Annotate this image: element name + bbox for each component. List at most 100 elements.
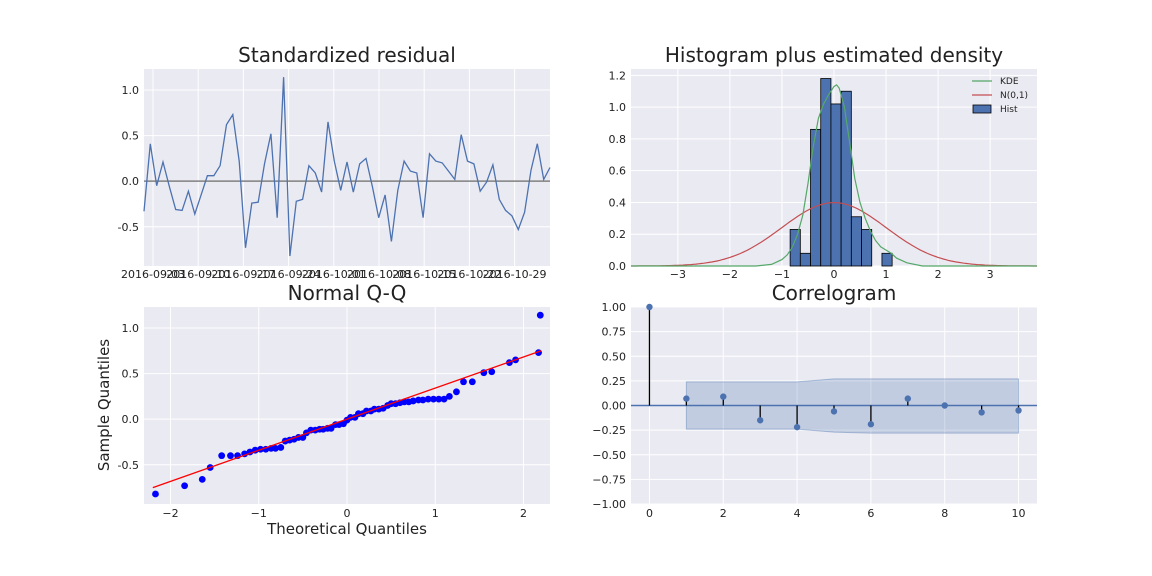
y-tick-label: 1.0 [609,101,627,114]
histogram-panel: Histogram plus estimated density −3 −2 −1 0… [609,43,1037,281]
x-tick-label: −3 [670,268,686,281]
y-tick-label: 1.00 [602,301,627,314]
standardized-residual-panel: Standardized residual 2016-09-032016-09-… [118,43,551,281]
y-tick-label: −0.75 [592,473,626,486]
legend-label-kde: KDE [1000,77,1019,87]
qq-point [468,378,476,386]
x-tick-label: −2 [162,507,178,520]
qq-point [430,395,437,403]
x-tick-label: 2016-09-10 [166,268,230,281]
qq-point [460,378,467,386]
x-tick-label: −2 [722,268,738,281]
y-tick-label: 0.5 [122,130,140,143]
x-tick-label: 2016-09-24 [257,268,321,281]
qq-point [419,396,427,404]
chart-title: Correlogram [772,281,897,305]
x-tick-label: 2016-09-03 [121,268,185,281]
y-tick-label: 0.5 [122,368,140,381]
x-tick-label: 2016-10-29 [483,268,547,281]
x-tick-label: 0 [344,507,351,520]
acf-marker [941,402,948,409]
y-tick-label: −0.50 [592,449,626,462]
qq-point [409,397,417,405]
y-tick-label: 0.0 [609,260,627,273]
qq-point [152,490,159,498]
x-tick-label: 10 [1012,507,1026,520]
qq-point [453,388,460,396]
x-tick-label: −1 [251,507,267,520]
y-tick-label: -0.5 [118,459,139,472]
y-tick-label: 1.2 [609,69,627,82]
y-axis-label: Sample Quantiles [95,339,113,471]
y-tick-label: 0.50 [602,350,627,363]
x-tick-label: 2016-09-17 [211,268,275,281]
histogram-bar [830,103,842,267]
qq-point [424,395,432,403]
x-tick-label: 1 [432,507,439,520]
y-tick-label: 0.4 [609,196,627,209]
y-tick-label: 0.75 [602,326,627,339]
acf-marker [793,423,801,431]
chart-title: Normal Q-Q [288,281,407,305]
residual-series-line [143,77,551,257]
y-tick-label: 0.00 [602,400,627,413]
x-tick-label: 4 [794,507,801,520]
qq-point [181,482,189,490]
qq-point [198,475,206,483]
y-tick-label: 0.0 [122,413,140,426]
y-tick-label: -0.5 [118,221,139,234]
x-tick-label: 8 [941,507,948,520]
x-tick-label: 2016-10-08 [347,268,411,281]
y-tick-label: −0.25 [592,424,626,437]
x-axis-label: Theoretical Quantiles [266,520,427,538]
histogram-bar [861,229,873,267]
chart-title: Histogram plus estimated density [665,43,1003,67]
histogram-bar [881,252,893,267]
histogram-bar [799,252,811,267]
x-tick-label: 2016-10-22 [437,268,501,281]
acf-marker [1015,407,1022,414]
qq-point [227,452,234,460]
kde-line [631,84,1037,267]
y-tick-label: 0.2 [609,228,627,241]
y-tick-label: 0.8 [609,133,627,146]
normal-qq-panel: Normal Q-Q −2 −1 0 1 2 -0.5 0.0 0.5 1.0 Theoreti… [95,281,550,538]
histogram-bar [789,229,801,267]
histogram-bar [810,128,822,267]
x-tick-label: 3 [987,268,994,281]
correlogram-panel: Correlogram 0 2 4 6 8 10 −1.00 −0.75 −0.50 −0.25 0… [592,281,1037,520]
y-tick-label: 1.0 [122,322,140,335]
x-tick-label: 2 [720,507,727,520]
legend-label-normal: N(0,1) [1000,91,1028,101]
y-tick-label: 0.6 [609,165,627,178]
qq-point [536,311,544,319]
qq-point [218,452,226,460]
x-tick-label: 2 [935,268,942,281]
plot-background [144,69,550,266]
qq-point [445,392,453,400]
legend-label-hist: Hist [1000,105,1018,115]
legend: KDE N(0,1) Hist [972,77,1028,115]
qq-point [488,368,496,376]
acf-marker [904,395,912,402]
x-tick-label: 0 [646,507,653,520]
acf-marker [720,393,727,400]
x-tick-label: 2016-10-01 [302,268,366,281]
x-tick-label: 2 [520,507,527,520]
acf-marker [830,408,838,415]
chart-title: Standardized residual [238,43,456,67]
qq-reference-line [152,350,542,489]
acf-marker [646,303,653,311]
acf-marker [756,417,764,424]
acf-marker [867,421,875,428]
x-tick-label: −1 [774,268,790,281]
normal-density-line [631,201,1037,267]
acf-marker [683,395,690,402]
histogram-bar [840,90,852,267]
qq-point [272,444,279,452]
y-tick-label: 0.0 [122,175,140,188]
x-tick-label: 2016-10-15 [392,268,456,281]
x-tick-label: 1 [883,268,890,281]
qq-point [440,395,448,403]
